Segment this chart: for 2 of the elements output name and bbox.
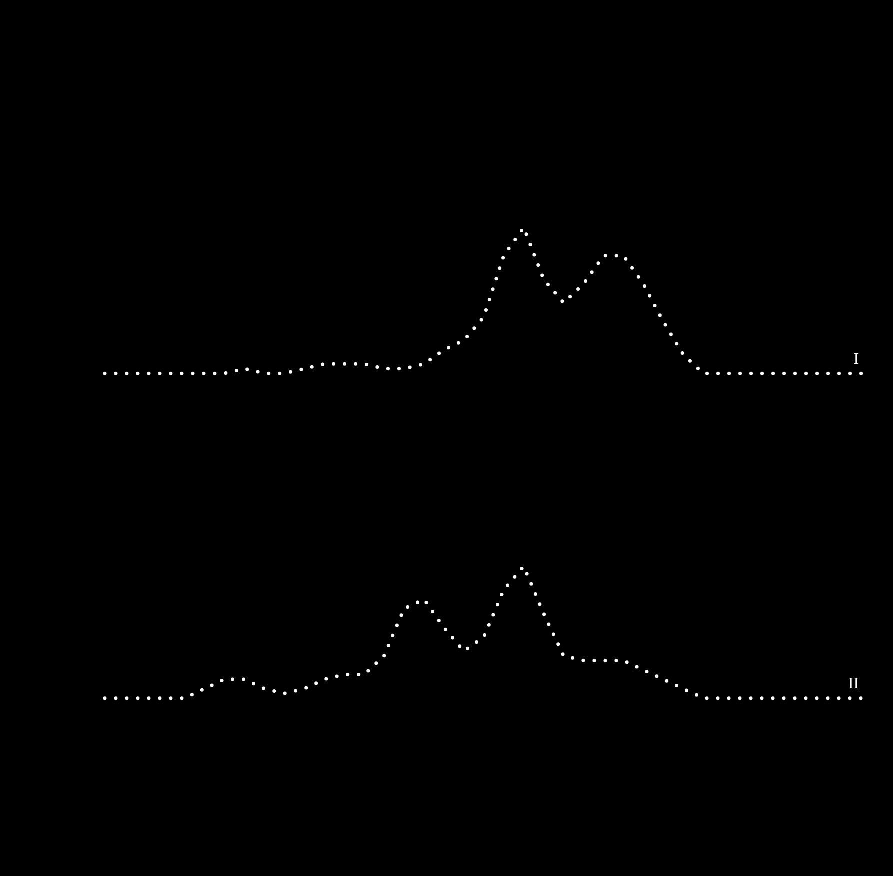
series-label: I <box>854 350 860 368</box>
series-label: II <box>848 676 860 693</box>
